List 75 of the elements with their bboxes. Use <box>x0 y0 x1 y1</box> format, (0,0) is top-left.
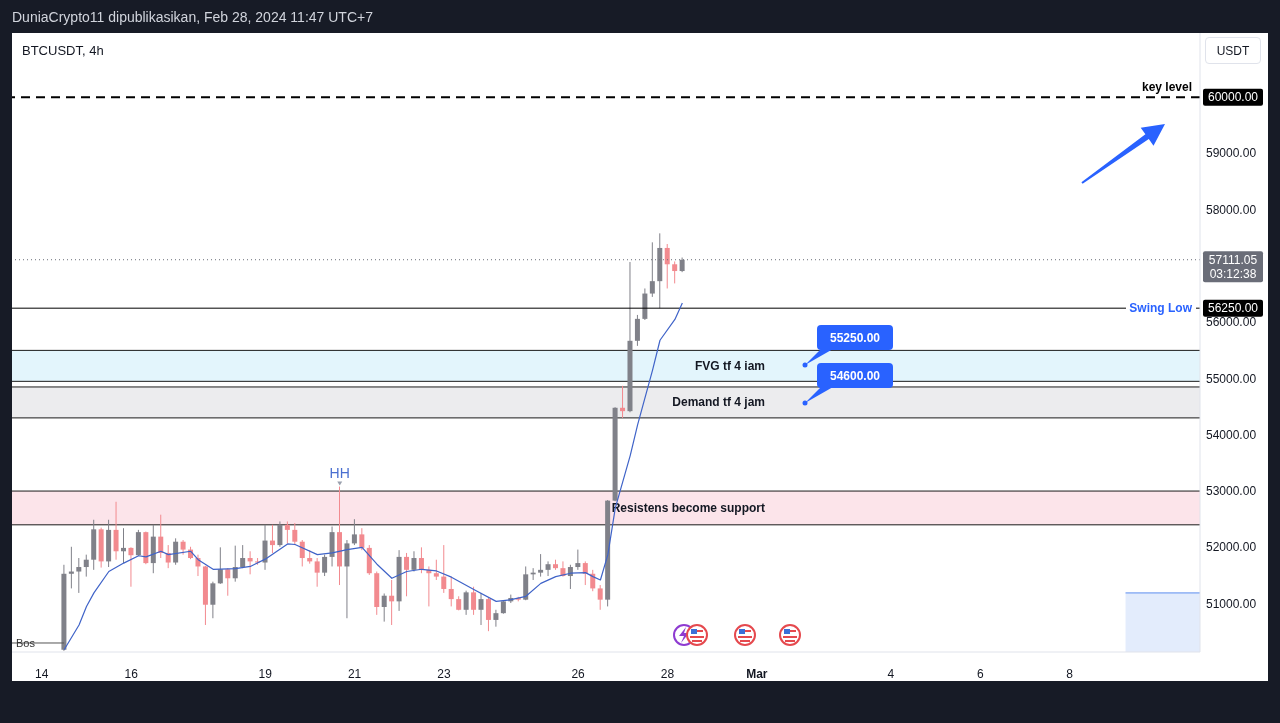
candlestick <box>582 560 588 586</box>
candlestick <box>128 546 134 588</box>
y-tick-label: 58000.00 <box>1206 202 1257 217</box>
y-tick-label: 51000.00 <box>1206 596 1257 611</box>
candlestick <box>284 520 290 544</box>
candlestick <box>664 243 670 289</box>
y-tick-label: 55000.00 <box>1206 371 1257 386</box>
candlestick <box>135 529 141 557</box>
candlestick <box>322 554 328 577</box>
candlestick <box>485 597 491 632</box>
text: BTCUSDT, 4h <box>22 43 104 58</box>
y-tick-label: 56250.00 <box>1207 301 1259 316</box>
candlestick <box>381 592 387 623</box>
x-tick-label: 21 <box>347 667 362 681</box>
text: DuniaCrypto11 dipublikasikan, Feb 28, 2024 11:47 UTC+7 <box>12 8 373 26</box>
x-tick-label: 16 <box>124 667 139 681</box>
y-tick-label: 57111.05 <box>1208 252 1258 267</box>
candlestick <box>359 527 365 551</box>
y-axis-title: USDT <box>1205 37 1261 64</box>
candlestick <box>418 546 424 574</box>
y-tick-label: 54000.00 <box>1206 427 1257 442</box>
y-tick-label: 59000.00 <box>1206 146 1257 161</box>
candlestick <box>217 546 223 585</box>
candlestick <box>292 522 298 546</box>
x-tick-label: 28 <box>660 667 675 681</box>
candlestick <box>344 539 350 619</box>
x-tick-label: 14 <box>35 667 49 681</box>
y-tick-label: 60000.00 <box>1207 90 1259 105</box>
x-tick-label: 8 <box>1066 667 1074 681</box>
candlestick <box>649 241 655 298</box>
candlestick <box>448 576 454 607</box>
band-label: Resistens become support <box>611 500 765 515</box>
candlestick <box>478 592 484 626</box>
x-tick-label: 6 <box>976 667 984 681</box>
x-tick-label: 4 <box>887 667 895 681</box>
candlestick <box>173 537 179 566</box>
ref-line-label: Swing Low <box>1129 301 1193 316</box>
y-tick-label: 56000.00 <box>1206 315 1257 330</box>
candlestick <box>433 559 439 581</box>
annotation: Bos <box>16 637 36 649</box>
band-label: FVG tf 4 iam <box>694 358 765 373</box>
y-tick-label: 53000.00 <box>1206 484 1257 499</box>
band-label: Demand tf 4 jam <box>672 395 765 410</box>
candlestick <box>277 520 283 548</box>
annotation: 54600.00 <box>829 369 881 383</box>
x-tick-label: 23 <box>437 667 451 681</box>
candlestick <box>351 518 357 546</box>
candlestick <box>113 501 119 561</box>
x-tick-label: 26 <box>571 667 586 681</box>
ref-line-label: key level <box>1141 80 1192 95</box>
candlestick <box>411 550 417 573</box>
x-tick-label: 19 <box>258 667 273 681</box>
y-tick-label: 52000.00 <box>1206 540 1257 555</box>
candlestick <box>471 586 477 616</box>
annotation: HH <box>329 464 350 481</box>
candlestick <box>575 549 581 571</box>
x-tick-label: Mar <box>746 667 768 681</box>
candlestick <box>262 524 268 571</box>
candlestick <box>634 314 640 347</box>
candlestick <box>210 581 216 619</box>
candlestick <box>441 544 447 594</box>
candlestick <box>597 584 603 611</box>
annotation: 55250.00 <box>829 331 881 345</box>
candlestick <box>463 590 469 616</box>
candlestick <box>672 260 678 284</box>
candlestick <box>68 546 74 589</box>
candlestick <box>76 557 82 594</box>
candlestick <box>314 557 320 588</box>
candlestick <box>165 544 171 569</box>
candlestick <box>493 609 499 628</box>
candlestick <box>83 554 89 578</box>
candlestick <box>404 552 410 597</box>
candlestick <box>538 553 544 578</box>
candlestick <box>545 560 551 577</box>
text: 03:12:38 <box>1209 266 1257 281</box>
